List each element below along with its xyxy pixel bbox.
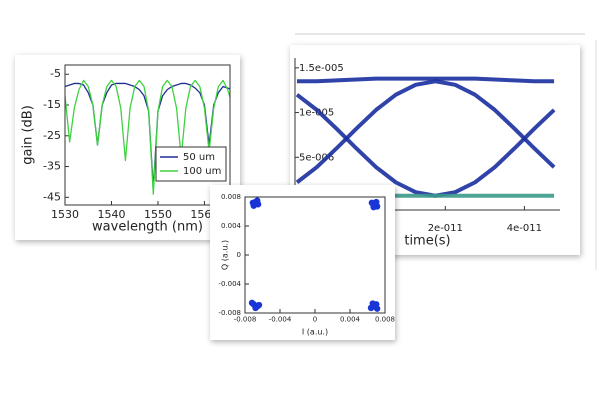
- x-axis-label: wavelength (nm): [92, 220, 203, 235]
- x-tick-label: 0.004: [340, 315, 361, 323]
- chart-panel: 1530 1540 1550 1560-5-15-25-35-45wavelength…: [15, 55, 240, 240]
- x-tick-label: 2e-011: [428, 223, 463, 234]
- y-tick-label: -15: [43, 98, 61, 111]
- plot-area: [248, 197, 381, 312]
- point: [255, 301, 263, 309]
- plot-area: [65, 79, 230, 195]
- plot-frame: [64, 64, 231, 206]
- y-tick-label: 0.008: [221, 193, 241, 201]
- chart-panel: -0.008 -0.004 0 0.004 0.008 -0.008 -0.004 0 0.00…: [210, 185, 395, 340]
- y-axis-label: gain (dB): [21, 105, 36, 165]
- x-tick-label: 4e-011: [507, 223, 542, 234]
- series-line: [295, 79, 556, 184]
- x-tick-label: 1530: [51, 208, 79, 221]
- series-line: [65, 79, 230, 195]
- x-tick-label: 1550: [144, 208, 172, 221]
- point: [369, 300, 376, 307]
- series-line: [296, 76, 555, 84]
- y-tick-label: 5e-006: [299, 152, 334, 163]
- plot-frame: [244, 196, 386, 314]
- y-tick-label: -35: [43, 160, 61, 173]
- legend-label: 50 um: [183, 152, 215, 163]
- chart-panel: 2e-011 4e-011 5e-006 1e-005 1.5e-005 time(s): [290, 45, 580, 255]
- point: [373, 305, 381, 312]
- y-tick-label: -25: [43, 129, 61, 142]
- y-axis-label: Q (a.u.): [221, 240, 230, 270]
- x-tick-label: 0: [313, 315, 317, 323]
- y-tick-label: -0.004: [218, 280, 241, 288]
- point: [249, 199, 257, 206]
- legend-label: 100 um: [183, 166, 221, 177]
- y-tick-label: -45: [43, 190, 61, 203]
- y-tick-label: 0.004: [221, 222, 242, 230]
- x-axis-label: I (a.u.): [302, 328, 328, 337]
- y-tick-label: -0.008: [218, 309, 241, 317]
- x-tick-label: 0.008: [375, 315, 395, 323]
- x-tick-label: -0.004: [269, 315, 292, 323]
- legend-box: [155, 146, 227, 182]
- point: [370, 203, 377, 211]
- y-tick-label: 1e-005: [299, 108, 334, 119]
- x-tick-label: 1540: [97, 208, 125, 221]
- y-tick-label: 0: [237, 251, 241, 259]
- x-axis-label: time(s): [404, 234, 450, 249]
- panel-background: [210, 185, 395, 340]
- x-tick-label: -0.008: [234, 315, 257, 323]
- y-tick-label: -5: [50, 67, 61, 80]
- y-tick-label: 1.5e-005: [299, 63, 344, 74]
- point: [373, 198, 380, 206]
- point: [248, 299, 256, 307]
